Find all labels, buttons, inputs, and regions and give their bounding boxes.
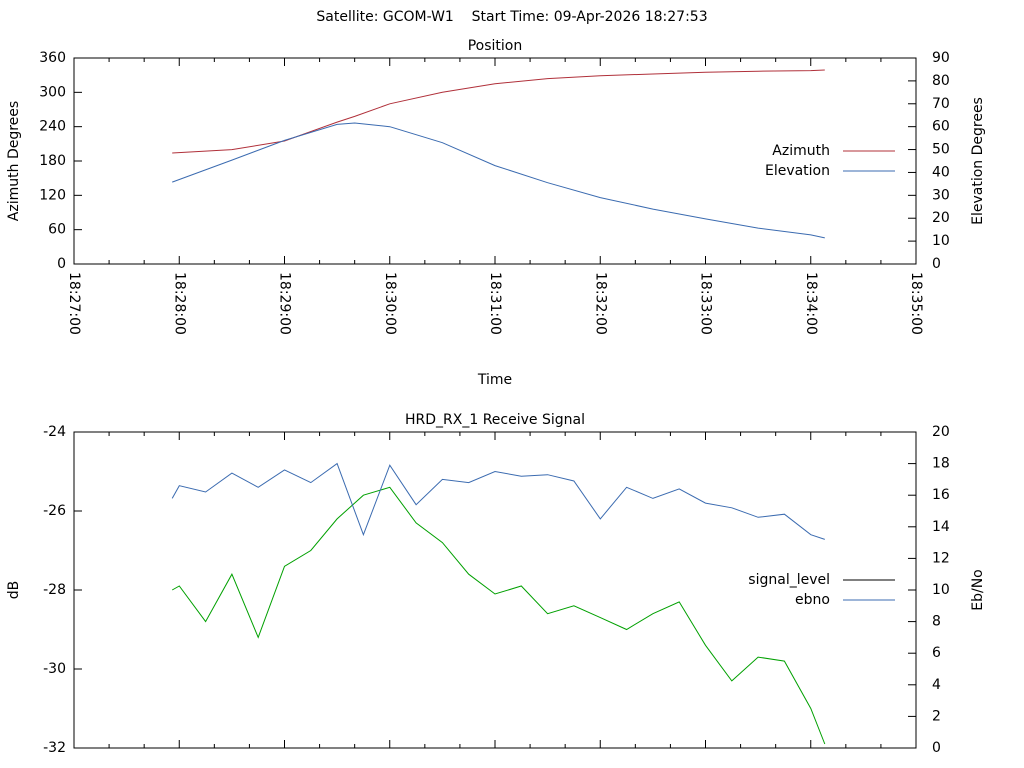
y2-tick-label: 20	[932, 210, 950, 226]
y-tick-label: 300	[39, 84, 66, 100]
y2-tick-label: 4	[932, 677, 941, 693]
x-tick-label: 18:33:00	[698, 272, 714, 335]
y2-tick-label: 10	[932, 582, 950, 598]
y-axis-label: dB	[6, 581, 22, 600]
y-tick-label: -28	[43, 582, 66, 598]
y-tick-label: -26	[43, 503, 66, 519]
y2-tick-label: 60	[932, 119, 950, 135]
legend-label: signal_level	[748, 572, 830, 588]
chart-title: HRD_RX_1 Receive Signal	[405, 412, 585, 428]
y-tick-label: -30	[43, 661, 66, 677]
series-line	[171, 462, 825, 540]
series-line	[172, 122, 825, 239]
page-title: Satellite: GCOM-W1 Start Time: 09-Apr-20…	[316, 9, 707, 25]
y-axis-label: Azimuth Degrees	[6, 101, 22, 221]
plot-frame	[73, 57, 917, 265]
y2-tick-label: 40	[932, 164, 950, 180]
x-tick-label: 18:29:00	[277, 272, 293, 335]
y2-tick-label: 0	[932, 256, 941, 272]
y2-axis-label: Eb/No	[970, 569, 986, 611]
y2-tick-label: 30	[932, 187, 950, 203]
x-tick-label: 18:35:00	[908, 272, 924, 335]
x-tick-label: 18:27:00	[66, 272, 82, 335]
y2-tick-label: 90	[932, 50, 950, 66]
y-tick-label: 240	[39, 119, 66, 135]
y2-tick-label: 14	[932, 519, 950, 535]
x-axis-label: Time	[477, 372, 512, 388]
y2-tick-label: 12	[932, 550, 950, 566]
y-tick-label: -32	[43, 740, 66, 756]
y-tick-label: 120	[39, 187, 66, 203]
y-tick-label: 60	[48, 222, 66, 238]
plot-frame	[73, 431, 917, 749]
y2-axis-label: Elevation Degrees	[970, 97, 986, 225]
legend-label: ebno	[795, 592, 830, 608]
chart-title: Position	[468, 38, 523, 54]
y2-tick-label: 80	[932, 73, 950, 89]
y2-tick-label: 20	[932, 424, 950, 440]
y2-tick-label: 70	[932, 96, 950, 112]
y-tick-label: -24	[43, 424, 66, 440]
y2-tick-label: 0	[932, 740, 941, 756]
y2-tick-label: 8	[932, 614, 941, 630]
y2-tick-label: 18	[932, 456, 950, 472]
x-tick-label: 18:31:00	[487, 272, 503, 335]
series-line	[172, 69, 825, 154]
legend-label: Elevation	[765, 163, 830, 179]
x-tick-label: 18:28:00	[171, 272, 187, 335]
y2-tick-label: 2	[932, 708, 941, 724]
series-line	[171, 486, 826, 745]
legend-label: Azimuth	[772, 143, 830, 159]
x-tick-label: 18:32:00	[592, 272, 608, 335]
y2-tick-label: 16	[932, 487, 950, 503]
x-tick-label: 18:30:00	[382, 272, 398, 335]
y-tick-label: 360	[39, 50, 66, 66]
y2-tick-label: 50	[932, 142, 950, 158]
y-tick-label: 180	[39, 153, 66, 169]
x-tick-label: 18:34:00	[803, 272, 819, 335]
y2-tick-label: 6	[932, 645, 941, 661]
y-tick-label: 0	[57, 256, 66, 272]
y2-tick-label: 10	[932, 233, 950, 249]
